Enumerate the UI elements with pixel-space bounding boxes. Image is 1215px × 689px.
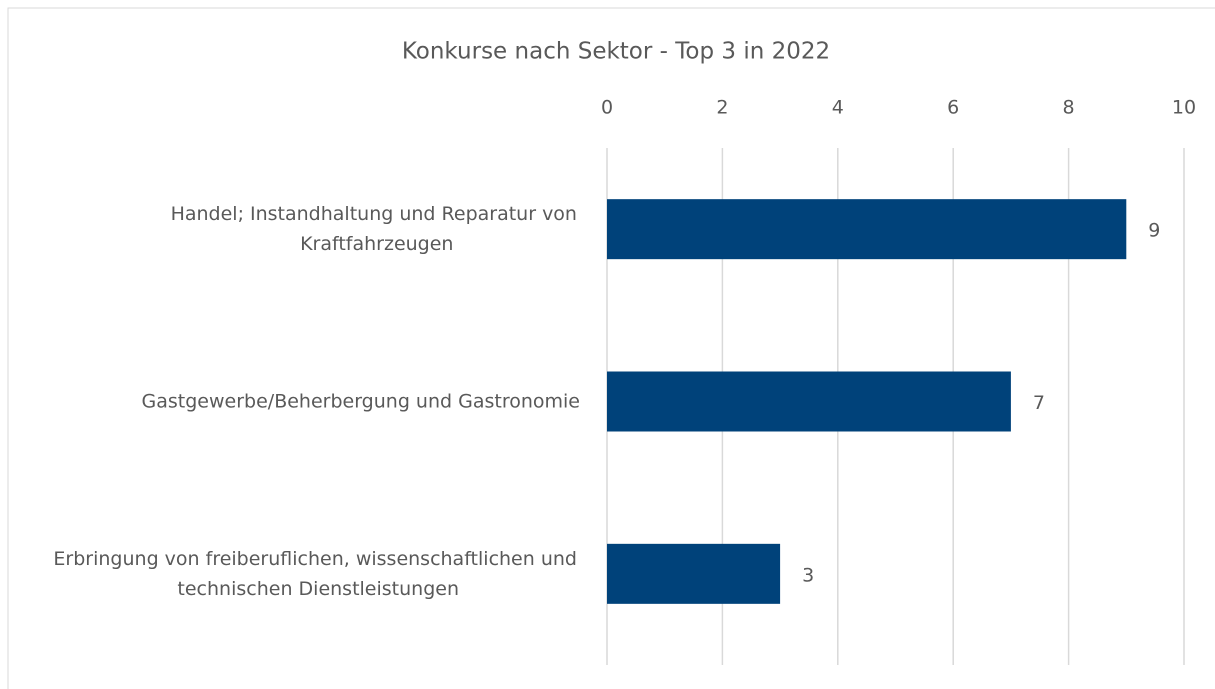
x-tick-label: 10: [1172, 97, 1196, 119]
data-label: 9: [1148, 220, 1160, 242]
bar: [607, 199, 1127, 260]
y-tick-label: Handel; Instandhaltung und Reparatur von…: [171, 203, 583, 255]
data-label: 7: [1033, 392, 1045, 414]
x-tick-label: 8: [1063, 97, 1075, 119]
bar: [607, 543, 781, 604]
bar: [607, 371, 1011, 432]
x-tick-label: 6: [947, 97, 959, 119]
y-tick-label: Erbringung von freiberuflichen, wissensc…: [53, 547, 583, 599]
y-tick-label: Gastgewerbe/Beherbergung und Gastronomie: [142, 390, 580, 412]
x-tick-label: 0: [601, 97, 613, 119]
x-tick-label: 2: [716, 97, 728, 119]
data-label: 3: [802, 564, 814, 586]
chart-title: Konkurse nach Sektor - Top 3 in 2022: [402, 39, 830, 65]
x-tick-label: 4: [832, 97, 844, 119]
